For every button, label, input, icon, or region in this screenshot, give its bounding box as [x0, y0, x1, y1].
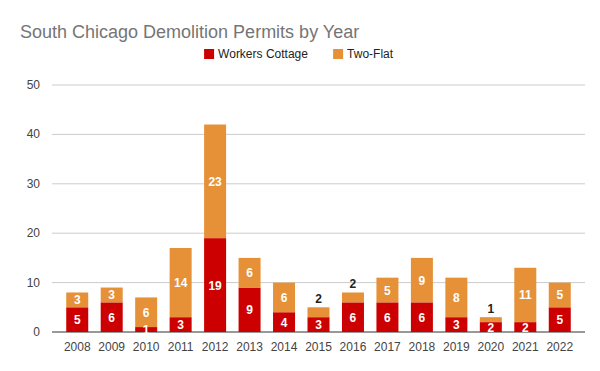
bar — [101, 302, 123, 332]
data-label: 6 — [384, 311, 391, 325]
x-tick-label: 2019 — [443, 340, 470, 354]
x-tick-label: 2008 — [64, 340, 91, 354]
data-label: 3 — [108, 288, 115, 302]
x-tick-label: 2011 — [168, 340, 194, 354]
data-label: 1 — [487, 302, 494, 316]
bar — [204, 125, 226, 239]
data-label: 6 — [108, 311, 115, 325]
data-label: 19 — [208, 279, 222, 293]
y-tick-label: 20 — [27, 226, 41, 240]
bar — [308, 317, 330, 332]
legend-swatch — [204, 49, 214, 59]
y-tick-label: 30 — [27, 177, 41, 191]
x-tick-label: 2016 — [340, 340, 367, 354]
data-label: 9 — [419, 274, 426, 288]
data-label: 3 — [74, 293, 81, 307]
data-label: 3 — [315, 318, 322, 332]
data-label: 6 — [419, 311, 426, 325]
legend-swatch — [333, 49, 343, 59]
bar — [66, 307, 88, 332]
bar — [273, 283, 295, 313]
bar — [411, 302, 433, 332]
x-tick-label: 2021 — [512, 340, 539, 354]
grid-line — [52, 183, 585, 184]
x-tick-label: 2022 — [546, 340, 573, 354]
data-label: 2 — [315, 292, 322, 306]
bar — [170, 317, 192, 332]
x-tick-label: 2014 — [271, 340, 298, 354]
bar — [170, 248, 192, 317]
grid-line — [52, 233, 585, 234]
y-tick-label: 40 — [27, 127, 41, 141]
x-tick-label: 2010 — [133, 340, 160, 354]
data-label: 4 — [281, 316, 288, 330]
legend-label: Workers Cottage — [218, 47, 308, 61]
data-label: 2 — [487, 321, 494, 335]
x-tick-label: 2017 — [374, 340, 401, 354]
data-label: 6 — [143, 306, 150, 320]
bar — [376, 302, 398, 332]
y-tick-label: 10 — [27, 276, 41, 290]
grid-line — [52, 134, 585, 135]
bar — [342, 302, 364, 332]
x-tick-label: 2009 — [98, 340, 125, 354]
y-tick-label: 50 — [27, 78, 41, 92]
bar — [549, 283, 571, 308]
x-tick-label: 2012 — [202, 340, 229, 354]
data-label: 6 — [350, 311, 357, 325]
grid: 0 10 20 30 40 50 — [27, 78, 585, 339]
legend-label: Two-Flat — [347, 47, 394, 61]
data-label: 11 — [519, 288, 532, 302]
data-label: 2 — [350, 277, 357, 291]
data-label: 9 — [246, 303, 253, 317]
data-label: 5 — [556, 288, 563, 302]
bar — [376, 278, 398, 303]
data-label: 23 — [208, 175, 222, 189]
data-label: 14 — [174, 276, 188, 290]
x-tick-label: 2013 — [236, 340, 263, 354]
x-tick-label: 2018 — [409, 340, 436, 354]
bar — [445, 317, 467, 332]
chart-svg: South Chicago Demolition Permits by Year… — [0, 0, 600, 371]
grid-line — [52, 85, 585, 86]
bar — [342, 292, 364, 302]
bar — [101, 288, 123, 303]
chart-container: South Chicago Demolition Permits by Year… — [0, 0, 600, 371]
bar — [308, 307, 330, 317]
bar — [514, 268, 536, 322]
bar — [273, 312, 295, 332]
data-label: 2 — [522, 321, 529, 335]
data-label: 6 — [281, 291, 288, 305]
data-label: 1 — [143, 323, 150, 337]
bar — [445, 278, 467, 318]
data-label: 3 — [177, 318, 184, 332]
bar — [66, 292, 88, 307]
bar — [239, 288, 261, 332]
bar — [411, 258, 433, 302]
data-label: 5 — [74, 313, 81, 327]
data-label: 5 — [384, 284, 391, 298]
bar — [549, 307, 571, 332]
data-label: 6 — [246, 266, 253, 280]
chart-title: South Chicago Demolition Permits by Year — [20, 22, 359, 42]
data-label: 8 — [453, 291, 460, 305]
data-label: 5 — [556, 313, 563, 327]
data-label: 3 — [453, 318, 460, 332]
x-tick-label: 2020 — [477, 340, 504, 354]
x-tick-label: 2015 — [305, 340, 332, 354]
y-tick-label: 0 — [33, 325, 40, 339]
bar — [204, 238, 226, 332]
grid-line — [52, 282, 585, 283]
bar — [239, 258, 261, 288]
bars — [66, 125, 571, 332]
data-labels: 5 3 6 3 1 6 3 14 19 23 9 6 4 6 3 2 6 2 6 5 6 9 3 8 2 1 2 11 5 5 — [74, 175, 564, 337]
legend: Workers Cottage Two-Flat — [204, 47, 394, 61]
